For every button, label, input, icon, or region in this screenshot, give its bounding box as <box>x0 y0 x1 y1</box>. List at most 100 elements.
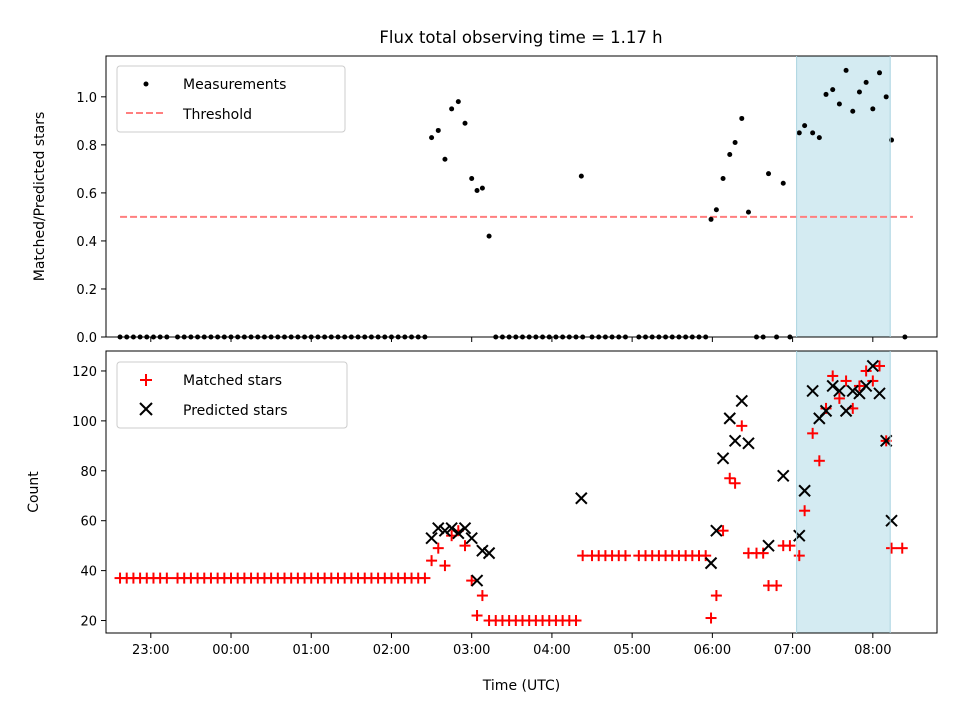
measurement-point <box>883 94 889 100</box>
predicted-star-point <box>728 434 742 448</box>
x-axis-label: Time (UTC) <box>482 678 560 694</box>
measurement-point <box>578 173 584 179</box>
x-tick-label: 03:00 <box>453 643 490 658</box>
x-axis-ticks: 23:00 00:00 01:00 02:00 03:00 04:00 05:00 06:00… <box>132 633 892 658</box>
plot-frame <box>105 55 938 338</box>
measurement-point <box>810 130 816 136</box>
matched-star-point <box>867 375 879 387</box>
predicted-star-point <box>458 521 472 535</box>
x-b <box>826 379 839 393</box>
predicted-star-point <box>425 531 438 545</box>
predicted-star-point <box>873 387 886 400</box>
predicted-star-point <box>859 379 873 393</box>
x-b <box>458 521 472 535</box>
predicted-star-point <box>452 526 465 540</box>
predicted-star-point <box>470 574 484 587</box>
x-b <box>476 544 489 557</box>
x-b <box>777 469 790 482</box>
legend-marker-matched <box>140 374 152 386</box>
y-axis-label: Count <box>26 471 42 513</box>
matched-star-point <box>700 550 712 562</box>
matched-star-point <box>771 580 783 592</box>
x-b <box>445 521 458 535</box>
y-tick-label: 20 <box>80 615 97 630</box>
y-tick-label: 0.8 <box>76 139 97 154</box>
legend-label-predicted: Predicted stars <box>183 403 288 419</box>
matched-star-point <box>459 540 471 552</box>
x-b <box>846 384 859 398</box>
matched-star-points <box>114 360 908 627</box>
matched-star-point <box>717 525 729 537</box>
x-b <box>728 434 742 448</box>
predicted-star-point <box>476 544 489 557</box>
predicted-star-point <box>432 521 445 535</box>
x-b <box>833 384 846 398</box>
predicted-star-point <box>438 524 452 537</box>
x-b <box>806 384 819 398</box>
y-tick-label: 0.0 <box>76 331 97 346</box>
measurement-point <box>739 115 745 121</box>
plot-frame <box>105 350 938 634</box>
x-tick-label: 02:00 <box>373 643 410 658</box>
y-tick-label: 0.4 <box>76 235 97 250</box>
measurement-point <box>850 108 856 114</box>
measurement-point <box>479 185 485 191</box>
measurement-point <box>836 101 842 107</box>
matched-star-point <box>426 555 438 567</box>
x-tick-label: 07:00 <box>774 643 811 658</box>
predicted-star-point <box>846 384 859 398</box>
measurement-point <box>449 106 455 112</box>
legend-box <box>116 361 348 429</box>
measurement-point <box>745 209 751 215</box>
x-b <box>793 529 806 542</box>
observing-window-span <box>796 56 891 337</box>
x-tick-label: 08:00 <box>854 643 891 658</box>
legend-box <box>116 65 346 133</box>
measurement-point <box>830 87 836 93</box>
measurement-point <box>796 130 802 136</box>
predicted-star-point <box>798 484 811 497</box>
x-b <box>432 521 445 535</box>
measurement-point <box>474 187 480 193</box>
measurement-point <box>766 171 772 177</box>
matched-star-point <box>840 375 852 387</box>
x-b <box>716 452 730 465</box>
matched-star-point <box>439 560 451 572</box>
x-b <box>452 526 465 540</box>
y-tick-label: 0.2 <box>76 283 97 298</box>
matched-star-point <box>729 477 741 489</box>
measurement-point <box>442 156 448 162</box>
x-b <box>704 556 718 570</box>
x-b <box>866 359 880 373</box>
y-tick-label: 1.0 <box>76 91 97 106</box>
x-b <box>735 394 748 408</box>
y-axis-ticks: 20 40 60 80 100 120 <box>72 365 106 630</box>
predicted-star-point <box>465 531 478 545</box>
x-b <box>465 531 478 545</box>
predicted-star-point <box>742 437 755 450</box>
matched-star-point <box>896 542 908 554</box>
measurement-point <box>713 207 719 213</box>
measurement-point <box>870 106 876 112</box>
predicted-star-point <box>793 529 806 542</box>
ratio-panel: 0.0 0.2 0.4 0.6 0.8 1.0 Matched/Predicted sta… <box>32 55 938 346</box>
measurement-point <box>429 135 435 141</box>
matched-star-point <box>757 547 769 559</box>
y-tick-label: 80 <box>80 465 97 480</box>
measurement-point <box>732 139 738 145</box>
measurement-point <box>462 120 468 126</box>
legend-label-matched: Matched stars <box>183 373 282 389</box>
x-b <box>425 531 438 545</box>
matched-star-point <box>853 380 865 392</box>
legend: Measurements Threshold <box>116 65 346 133</box>
predicted-star-points <box>425 359 898 587</box>
x-b <box>438 524 452 537</box>
y-tick-label: 60 <box>80 515 97 530</box>
matched-star-point <box>813 455 825 467</box>
x-tick-label: 01:00 <box>293 643 330 658</box>
x-tick-label: 23:00 <box>132 643 169 658</box>
x-tick-marks <box>150 337 874 342</box>
legend-label-measurements: Measurements <box>183 77 286 93</box>
matched-star-point <box>860 365 872 377</box>
count-panel: 23:00 00:00 01:00 02:00 03:00 04:00 05:00 06:00… <box>26 350 938 694</box>
